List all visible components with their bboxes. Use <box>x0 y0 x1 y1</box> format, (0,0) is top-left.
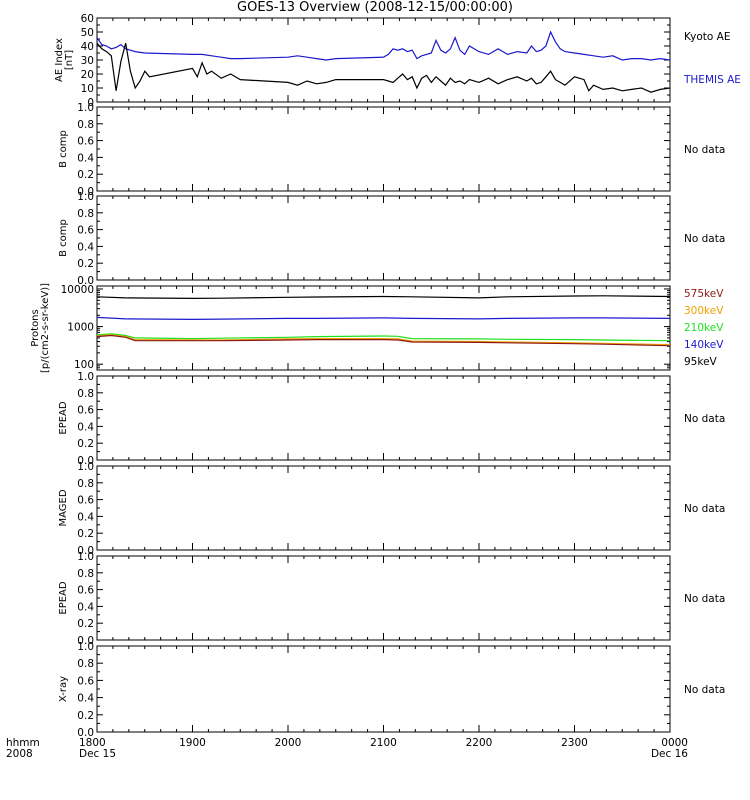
y-tick-label: 1.0 <box>77 461 94 473</box>
y-tick-label: 10 <box>81 83 94 95</box>
panel-frame <box>96 645 671 733</box>
legend-entry: 210keV <box>684 322 724 334</box>
x-axis-row-label: hhmm <box>6 737 40 749</box>
y-tick-label: 0.8 <box>77 208 94 220</box>
side-label: No data <box>684 413 725 425</box>
y-tick-label: 0.6 <box>77 225 94 237</box>
y-tick-label: 0.8 <box>77 658 94 670</box>
panel-frame <box>96 465 671 551</box>
panel-frame <box>96 555 671 641</box>
y-tick-label: 0.2 <box>77 710 94 722</box>
x-tick-label: 2200 <box>466 737 493 749</box>
y-tick-label: 0.6 <box>77 675 94 687</box>
y-tick-label: 0.2 <box>77 528 94 540</box>
y-tick-label: 0.6 <box>77 585 94 597</box>
y-tick-label: 0.4 <box>77 241 94 253</box>
legend-entry: 95keV <box>684 356 718 368</box>
y-tick-label: 0.6 <box>77 495 94 507</box>
x-tick-label: 2000 <box>275 737 302 749</box>
series-line-210kev <box>96 333 671 342</box>
y-tick-label: 10000 <box>61 284 94 296</box>
y-tick-label: 1.0 <box>77 641 94 653</box>
series-line-kyoto-ae <box>96 42 671 93</box>
side-label: No data <box>684 144 725 156</box>
panel-frame <box>96 17 671 103</box>
y-tick-label: 0.0 <box>77 275 94 287</box>
y-tick-label: 0.4 <box>77 421 94 433</box>
side-label: No data <box>684 233 725 245</box>
side-label: No data <box>684 684 725 696</box>
x-tick-label: 1800 <box>79 737 106 749</box>
panel-frame <box>96 106 671 192</box>
series-line-themis-ae <box>96 30 671 61</box>
y-tick-label: 0.0 <box>77 455 94 467</box>
y-tick-label: 0.2 <box>77 438 94 450</box>
legend-entry: 300keV <box>684 305 724 317</box>
y-axis-label: Protons <box>30 309 41 346</box>
y-tick-label: 0.6 <box>77 136 94 148</box>
y-axis-unit: [p/(cm2-s-sr-keV)] <box>40 283 51 373</box>
series-line-95kev <box>96 295 671 300</box>
y-tick-label: 0.4 <box>77 152 94 164</box>
y-tick-label: 0.8 <box>77 568 94 580</box>
y-tick-label: 20 <box>81 69 94 81</box>
legend-entry: 575keV <box>684 288 724 300</box>
panel-frame <box>96 195 671 281</box>
x-tick-label: 1900 <box>179 737 206 749</box>
legend-entry: THEMIS AE <box>683 74 741 86</box>
y-axis-label: AE Index <box>54 38 65 82</box>
y-tick-label: 0.8 <box>77 388 94 400</box>
y-tick-label: 0.8 <box>77 478 94 490</box>
y-axis-label: MAGED <box>58 489 69 526</box>
y-tick-label: 0.2 <box>77 618 94 630</box>
side-label: No data <box>684 593 725 605</box>
x-tick-label: 0000 <box>661 737 688 749</box>
y-tick-label: 0.0 <box>77 635 94 647</box>
y-axis-label: EPEAD <box>58 581 69 615</box>
side-label: No data <box>684 503 725 515</box>
x-axis-row-label: 2008 <box>6 748 33 760</box>
y-tick-label: 1.0 <box>77 191 94 203</box>
y-tick-label: 0.4 <box>77 601 94 613</box>
y-tick-label: 40 <box>81 41 94 53</box>
page-title: GOES-13 Overview (2008-12-15/00:00:00) <box>237 0 513 15</box>
y-tick-label: 0 <box>87 97 94 109</box>
y-tick-label: 0.0 <box>77 727 94 739</box>
y-tick-label: 0.2 <box>77 169 94 181</box>
y-axis-label: X-ray <box>58 676 69 702</box>
y-tick-label: 0.4 <box>77 511 94 523</box>
y-tick-label: 0.4 <box>77 693 94 705</box>
series-line-140kev <box>96 316 671 321</box>
y-tick-label: 50 <box>81 27 94 39</box>
y-axis-label: B comp <box>58 219 69 257</box>
y-tick-label: 1.0 <box>77 102 94 114</box>
y-axis-unit: [nT] <box>64 50 75 70</box>
y-axis-label: EPEAD <box>58 401 69 435</box>
y-tick-label: 1000 <box>67 322 94 334</box>
y-tick-label: 0.6 <box>77 405 94 417</box>
y-tick-label: 0.8 <box>77 119 94 131</box>
legend-entry: Kyoto AE <box>684 31 730 43</box>
x-tick-label: 2100 <box>370 737 397 749</box>
panel-frame <box>96 375 671 461</box>
series-line-575kev <box>96 334 671 347</box>
series-line-300kev <box>96 334 671 346</box>
x-tick-label: 2300 <box>561 737 588 749</box>
y-tick-label: 30 <box>81 55 94 67</box>
y-tick-label: 0.2 <box>77 258 94 270</box>
y-axis-label: B comp <box>58 130 69 168</box>
y-tick-label: 60 <box>81 13 94 25</box>
x-tick-sublabel: Dec 15 <box>79 748 116 760</box>
y-tick-label: 100 <box>74 359 94 371</box>
y-tick-label: 0.0 <box>77 545 94 557</box>
y-tick-label: 1.0 <box>77 371 94 383</box>
y-tick-label: 0.0 <box>77 186 94 198</box>
legend-entry: 140keV <box>684 339 724 351</box>
y-tick-label: 1.0 <box>77 551 94 563</box>
x-tick-sublabel: Dec 16 <box>651 748 688 760</box>
